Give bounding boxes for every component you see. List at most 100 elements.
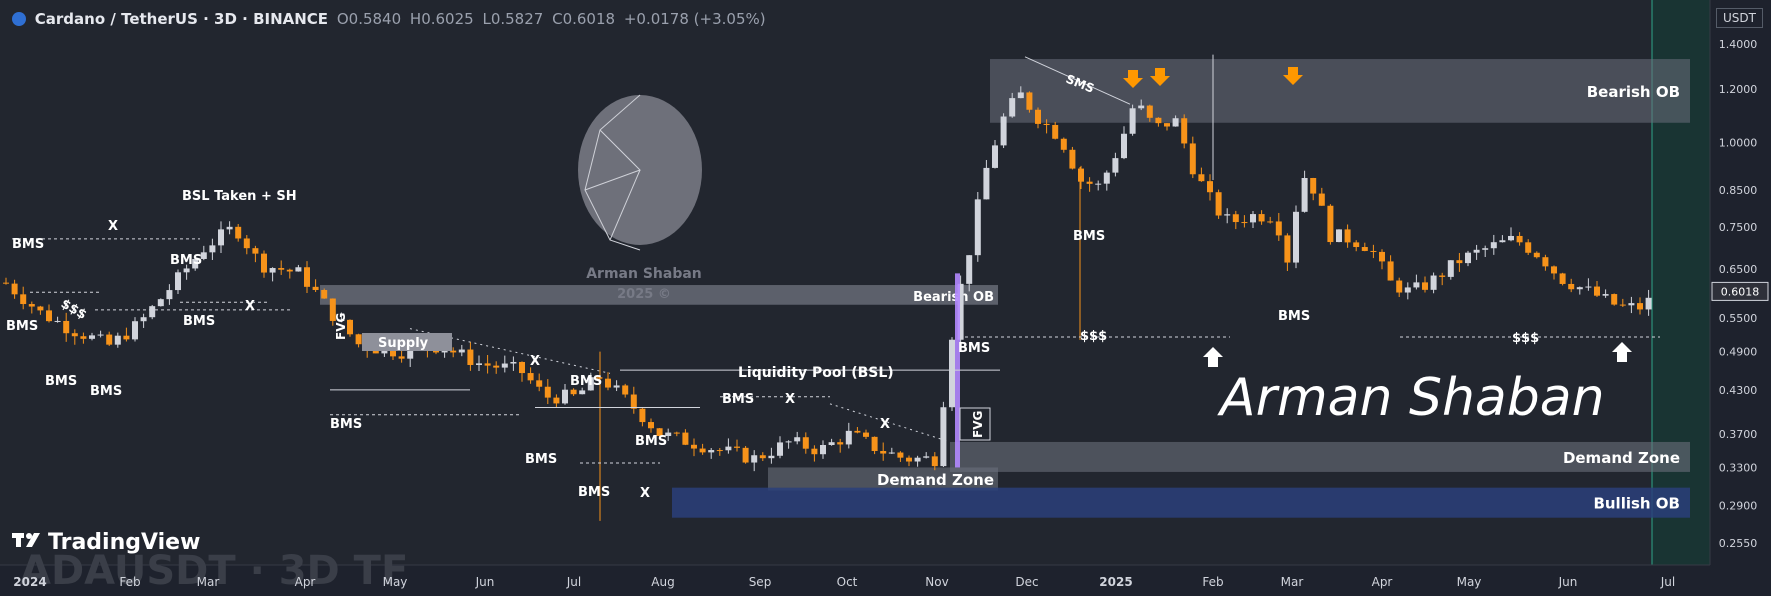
candle-body <box>725 446 732 451</box>
candle-body <box>1017 92 1024 99</box>
candle-body <box>828 442 835 445</box>
arrow-up-icon-0 <box>1203 347 1223 367</box>
candle-body <box>845 430 852 445</box>
candle-body <box>1576 287 1583 290</box>
supply-box <box>362 333 452 351</box>
zone-label-3: Demand Zone <box>877 471 994 489</box>
candle-body <box>1508 235 1514 241</box>
candle-body <box>1301 177 1308 212</box>
candle-body <box>218 229 224 246</box>
currency-badge[interactable]: USDT <box>1716 8 1763 28</box>
price-tick-12: 0.2900 <box>1719 499 1758 512</box>
candle-body <box>1052 124 1059 139</box>
candle-body <box>871 436 878 451</box>
time-tick-4: May <box>383 575 408 589</box>
candle-body <box>1181 118 1188 144</box>
candle-body <box>106 334 113 345</box>
candle-body <box>338 319 345 321</box>
candle-body <box>914 457 921 462</box>
time-tick-14: Mar <box>1281 575 1304 589</box>
candle-body <box>114 335 121 345</box>
candle-body <box>1207 181 1213 193</box>
time-tick-0: 2024 <box>13 575 46 589</box>
arrow-up-icon-1 <box>1612 342 1632 362</box>
candle-body <box>1465 252 1471 264</box>
candle-body <box>304 267 310 287</box>
candle-body <box>1267 221 1274 223</box>
candle-body <box>1146 105 1153 118</box>
price-tick-8: 0.4900 <box>1719 346 1758 359</box>
candle-body <box>372 350 379 354</box>
candle-body <box>527 373 534 381</box>
time-tick-8: Sep <box>749 575 772 589</box>
brand-label: TradingView <box>48 530 201 555</box>
candle-body <box>1293 211 1299 263</box>
candle-body <box>1361 247 1368 251</box>
candle-body <box>1060 138 1067 150</box>
candle-body <box>11 283 18 295</box>
time-tick-2: Mar <box>197 575 220 589</box>
candle-body <box>407 346 414 359</box>
bms-label-7: BMS <box>525 452 557 467</box>
candle-body <box>54 320 61 322</box>
ohlc-open: O0.5840 <box>336 10 402 28</box>
candle-body <box>261 253 267 273</box>
liquidity-pool-label: Liquidity Pool (BSL) <box>738 365 894 381</box>
bms-label-3: BMS <box>90 384 122 399</box>
candle-body <box>37 306 44 311</box>
price-tick-3: 0.8500 <box>1719 184 1758 197</box>
candle-body <box>458 349 465 353</box>
bms-label-11: BMS <box>722 392 754 407</box>
candle-body <box>837 442 844 445</box>
sss-label-1: $$$ <box>1080 329 1107 344</box>
candle-body <box>1310 177 1317 194</box>
sss-label-0: $$$ <box>58 296 89 323</box>
candle-body <box>3 282 9 284</box>
price-tick-2: 1.0000 <box>1719 137 1758 150</box>
candle-body <box>751 455 758 463</box>
candle-body <box>467 349 474 365</box>
candle-body <box>450 350 457 353</box>
candle-body <box>759 455 766 459</box>
price-tick-7: 0.5500 <box>1719 312 1758 325</box>
candle-body <box>1336 229 1342 243</box>
candle-body <box>269 268 276 273</box>
candle-body <box>931 456 938 467</box>
zone-label-0: Bearish OB <box>1587 83 1680 101</box>
ohlc-high: H0.6025 <box>409 10 474 28</box>
candle-body <box>80 336 87 339</box>
candle-body <box>519 361 525 374</box>
candle-body <box>820 444 826 455</box>
candle-body <box>949 339 955 408</box>
supply-label: Supply <box>378 336 429 351</box>
time-tick-18: Jul <box>1660 575 1675 589</box>
tradingview-logo[interactable]: TradingView <box>12 530 200 555</box>
candle-body <box>897 452 904 458</box>
symbol-title: Cardano / TetherUS · 3D · BINANCE <box>34 10 329 28</box>
bms-label-6: BMS <box>330 417 362 432</box>
time-tick-7: Aug <box>651 575 674 589</box>
x-label-2: X <box>530 354 540 369</box>
candle-body <box>1490 242 1497 249</box>
candle-body <box>1258 214 1265 222</box>
candle-body <box>20 294 27 305</box>
candle-body <box>1344 229 1351 243</box>
candle-body <box>209 245 216 253</box>
arrow-down-icon-2 <box>1283 67 1303 85</box>
candle-body <box>476 363 482 365</box>
candle-body <box>355 334 362 345</box>
candle-body <box>854 430 861 433</box>
time-tick-13: Feb <box>1202 575 1223 589</box>
candle-body <box>682 432 689 445</box>
candle-body <box>183 268 190 273</box>
bms-label-1: BMS <box>6 319 38 334</box>
bms-label-2: BMS <box>45 374 77 389</box>
candle-body <box>587 377 594 391</box>
candle-body <box>888 452 895 454</box>
candle-body <box>1387 261 1394 281</box>
candle-body <box>501 363 508 368</box>
candle-body <box>1198 174 1205 182</box>
candle-body <box>140 317 147 322</box>
